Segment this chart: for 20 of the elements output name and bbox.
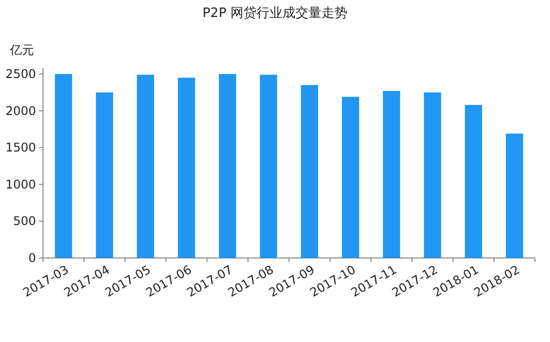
bar (342, 96, 360, 258)
y-tick-label: 2000 (5, 104, 36, 118)
chart-title: P2P 网贷行业成交量走势 (202, 5, 348, 21)
bar (424, 92, 442, 258)
y-tick-label: 2500 (5, 67, 36, 81)
y-tick-label: 500 (13, 214, 36, 228)
bar (178, 78, 196, 258)
bar (218, 74, 236, 258)
bar (506, 134, 524, 258)
bar (96, 92, 114, 258)
bar (382, 90, 400, 258)
bar (54, 74, 72, 258)
bar (136, 74, 154, 258)
bar (260, 74, 278, 258)
y-axis-title: 亿元 (9, 43, 34, 57)
bar (464, 104, 482, 258)
bar (300, 85, 318, 258)
y-tick-label: 1500 (5, 140, 36, 155)
y-tick-label: 1000 (5, 177, 36, 192)
y-tick-label: 0 (28, 251, 36, 265)
